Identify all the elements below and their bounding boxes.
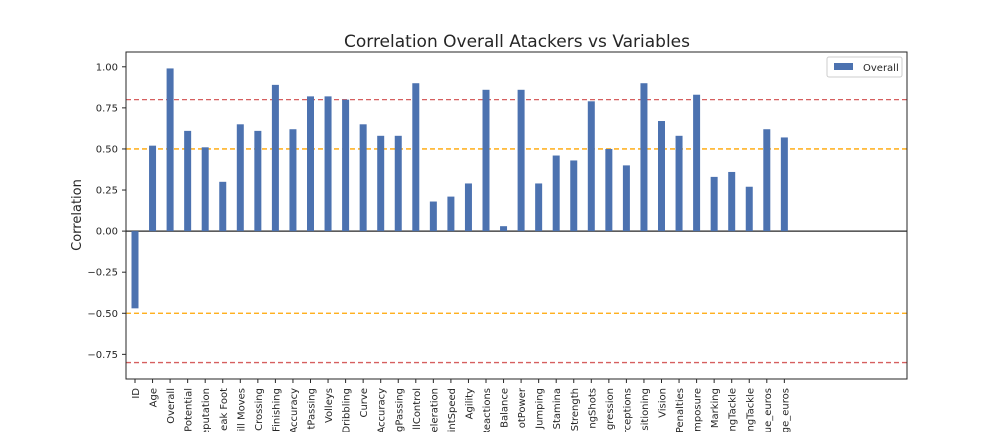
bar <box>675 135 683 232</box>
x-tick-label: Reactions <box>482 388 493 432</box>
bar <box>745 186 753 232</box>
bar <box>149 145 157 232</box>
x-tick-label: otPower <box>517 387 528 428</box>
x-tick-label: Overall <box>166 388 177 424</box>
bar <box>640 83 648 232</box>
x-tick-label: eputation <box>201 388 212 432</box>
x-tick-label: Marking <box>710 388 721 428</box>
legend-label-overall: Overall <box>863 63 899 74</box>
x-tick-label: Accuracy <box>289 388 300 432</box>
x-tick-label: eleration <box>429 388 440 432</box>
x-tick-label: Stamina <box>552 388 563 429</box>
bar <box>482 89 490 232</box>
bar <box>201 147 209 232</box>
bar <box>535 183 543 232</box>
y-tick-label: 0.25 <box>96 186 118 197</box>
y-tick-label: 1.00 <box>96 62 118 73</box>
x-tick-label: tPassing <box>307 388 318 430</box>
y-tick-label: −0.50 <box>87 309 118 320</box>
bar <box>693 94 701 232</box>
bar <box>710 176 718 232</box>
x-tick-label: Dribbling <box>342 388 353 432</box>
bar <box>587 101 595 232</box>
bar <box>377 135 385 232</box>
x-tick-label: mposure <box>693 388 704 432</box>
chart-title: Correlation Overall Atackers vs Variable… <box>344 32 690 52</box>
x-tick-label: Penalties <box>675 388 686 432</box>
y-tick-label: 0.50 <box>96 144 118 155</box>
bar <box>219 181 227 232</box>
bar <box>412 83 420 232</box>
y-axis-ticks: −0.75 −0.50 −0.25 0.00 0.25 0.50 0.75 1.00 <box>87 62 126 361</box>
x-tick-label: Balance <box>500 388 511 428</box>
bar <box>728 171 736 232</box>
bar <box>570 160 578 232</box>
x-tick-label: Agility <box>464 388 475 419</box>
bar <box>517 89 525 232</box>
bar <box>324 96 332 232</box>
x-tick-label: ge_euros <box>780 388 791 432</box>
bar <box>500 226 508 232</box>
x-tick-label: Curve <box>359 388 370 418</box>
legend-box <box>826 56 903 78</box>
x-tick-label: llControl <box>412 388 423 430</box>
x-tick-label: intSpeed <box>447 388 458 432</box>
x-tick-label: ngTackle <box>728 388 739 432</box>
y-axis-label: Correlation <box>70 179 85 251</box>
legend-swatch-overall <box>834 63 853 70</box>
bar <box>447 196 455 232</box>
x-tick-label: eak Foot <box>219 388 230 431</box>
x-tick-label: Crossing <box>254 388 265 431</box>
x-tick-label: rceptions <box>622 388 633 432</box>
x-tick-label: Potential <box>184 388 195 432</box>
bar <box>184 130 192 232</box>
bar <box>342 99 350 232</box>
bar <box>394 135 402 232</box>
x-tick-label: Finishing <box>271 388 282 432</box>
bar <box>780 137 788 232</box>
x-tick-label: Jumping <box>535 388 546 430</box>
x-tick-label: Strength <box>570 388 581 431</box>
bar <box>605 148 613 232</box>
x-tick-label: ue_euros <box>763 388 774 432</box>
bar <box>254 130 262 232</box>
bar <box>166 68 174 232</box>
x-tick-label: ID <box>131 388 142 399</box>
plot-frame <box>125 51 908 380</box>
bar <box>271 84 279 232</box>
x-axis-ticks: ID Age Overall Potential eputation eak Foot il… <box>131 379 791 432</box>
bar <box>622 165 630 232</box>
legend: Overall <box>826 56 903 78</box>
bar <box>429 201 437 232</box>
y-tick-label: 0.00 <box>96 227 118 238</box>
x-tick-label: ill Moves <box>236 388 247 432</box>
y-tick-label: −0.25 <box>87 268 118 279</box>
y-tick-label: −0.75 <box>87 350 118 361</box>
x-tick-label: sitioning <box>640 388 651 431</box>
y-tick-label: 0.75 <box>96 103 118 114</box>
bar <box>763 129 771 232</box>
bar <box>552 155 560 232</box>
bars <box>131 68 788 309</box>
bar <box>289 129 297 232</box>
x-tick-label: ngShots <box>587 388 598 429</box>
bar <box>307 96 314 232</box>
bar <box>464 183 472 232</box>
x-tick-label: gression <box>605 388 616 430</box>
x-tick-label: Age <box>149 388 160 407</box>
x-tick-label: gPassing <box>394 388 405 432</box>
x-tick-label: Volleys <box>324 388 335 423</box>
bar <box>658 121 665 232</box>
x-tick-label: Accuracy <box>377 388 388 432</box>
bar <box>131 231 139 309</box>
x-tick-label: Vision <box>658 388 669 418</box>
bar <box>236 124 244 232</box>
x-tick-label: ngTackle <box>745 388 756 432</box>
bar <box>359 124 367 232</box>
